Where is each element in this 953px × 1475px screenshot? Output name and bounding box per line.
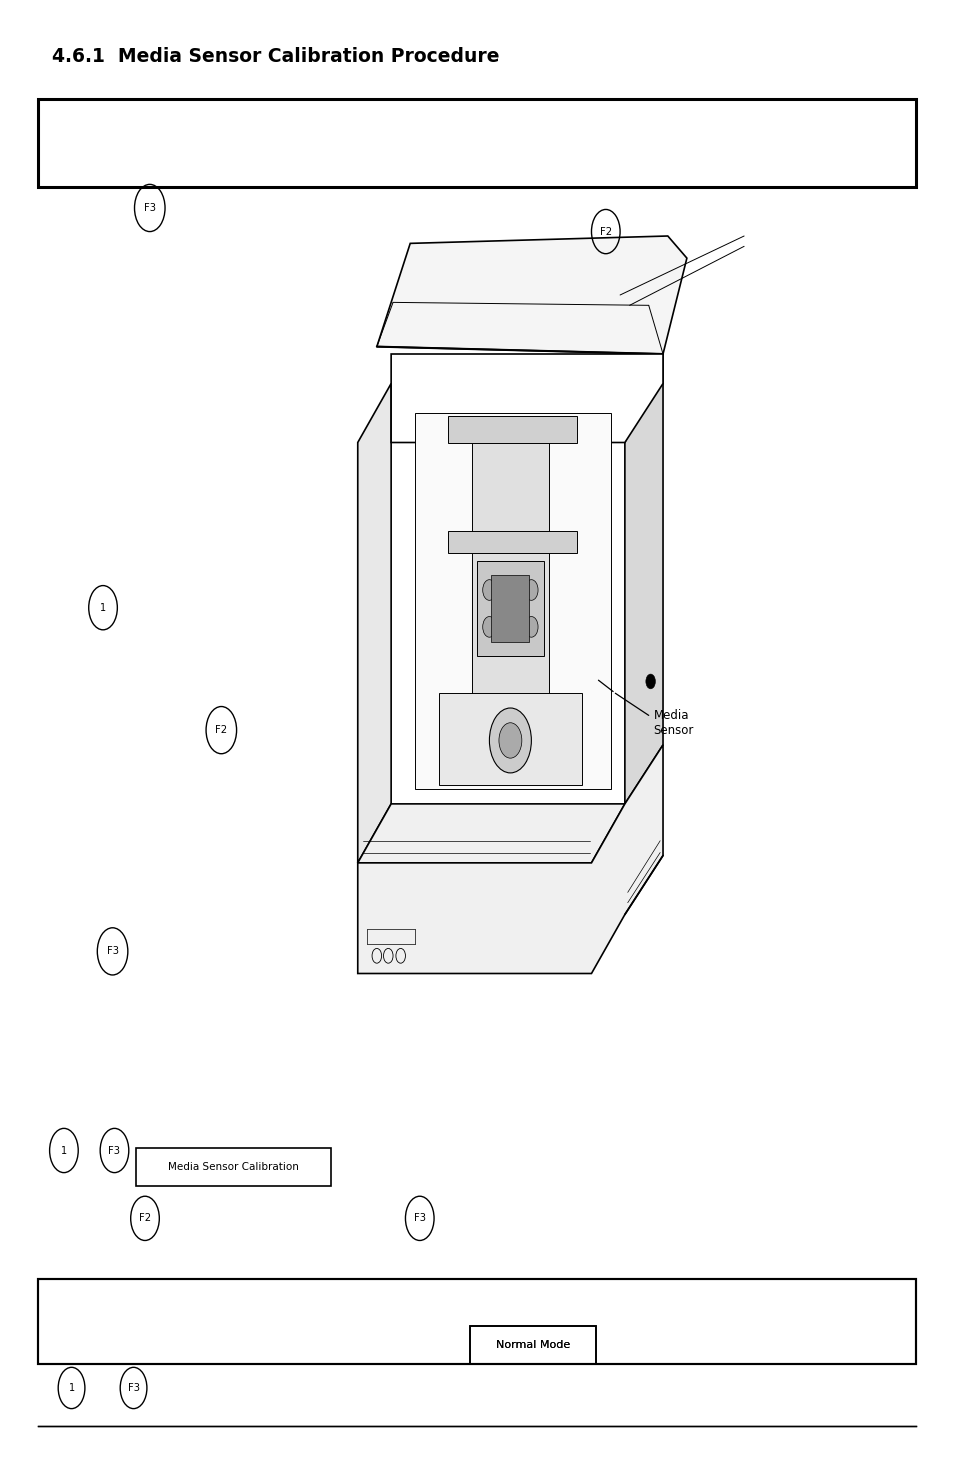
Text: F3: F3 <box>414 1214 425 1223</box>
Polygon shape <box>448 416 577 442</box>
Text: F3: F3 <box>109 1146 120 1155</box>
Text: 4.6.1  Media Sensor Calibration Procedure: 4.6.1 Media Sensor Calibration Procedure <box>52 47 499 65</box>
Circle shape <box>498 723 521 758</box>
Polygon shape <box>357 745 662 974</box>
Text: F3: F3 <box>128 1384 139 1392</box>
Bar <box>38 99 915 187</box>
Text: Normal Mode: Normal Mode <box>496 1341 570 1350</box>
Text: F2: F2 <box>599 227 611 236</box>
Polygon shape <box>491 575 529 642</box>
Polygon shape <box>357 804 624 863</box>
Text: Normal Mode: Normal Mode <box>496 1341 570 1350</box>
Text: F3: F3 <box>107 947 118 956</box>
Polygon shape <box>391 354 662 442</box>
Circle shape <box>482 580 496 600</box>
Text: Media
Sensor: Media Sensor <box>653 709 693 736</box>
Polygon shape <box>476 560 543 656</box>
Text: F2: F2 <box>215 726 227 735</box>
Polygon shape <box>472 420 548 752</box>
Text: 1: 1 <box>61 1146 67 1155</box>
Polygon shape <box>415 413 610 789</box>
Polygon shape <box>448 531 577 553</box>
Circle shape <box>524 580 537 600</box>
Circle shape <box>482 617 496 637</box>
Text: 1: 1 <box>100 603 106 612</box>
Bar <box>38 1279 915 1364</box>
Polygon shape <box>624 354 662 804</box>
Bar <box>38 1279 915 1364</box>
Text: 1: 1 <box>69 1384 74 1392</box>
Text: F2: F2 <box>139 1214 151 1223</box>
Polygon shape <box>357 384 391 863</box>
Polygon shape <box>438 693 581 785</box>
Circle shape <box>645 674 655 689</box>
Text: F3: F3 <box>144 204 155 212</box>
Polygon shape <box>376 236 686 354</box>
Circle shape <box>489 708 531 773</box>
Circle shape <box>524 617 537 637</box>
Text: Media Sensor Calibration: Media Sensor Calibration <box>168 1162 299 1171</box>
